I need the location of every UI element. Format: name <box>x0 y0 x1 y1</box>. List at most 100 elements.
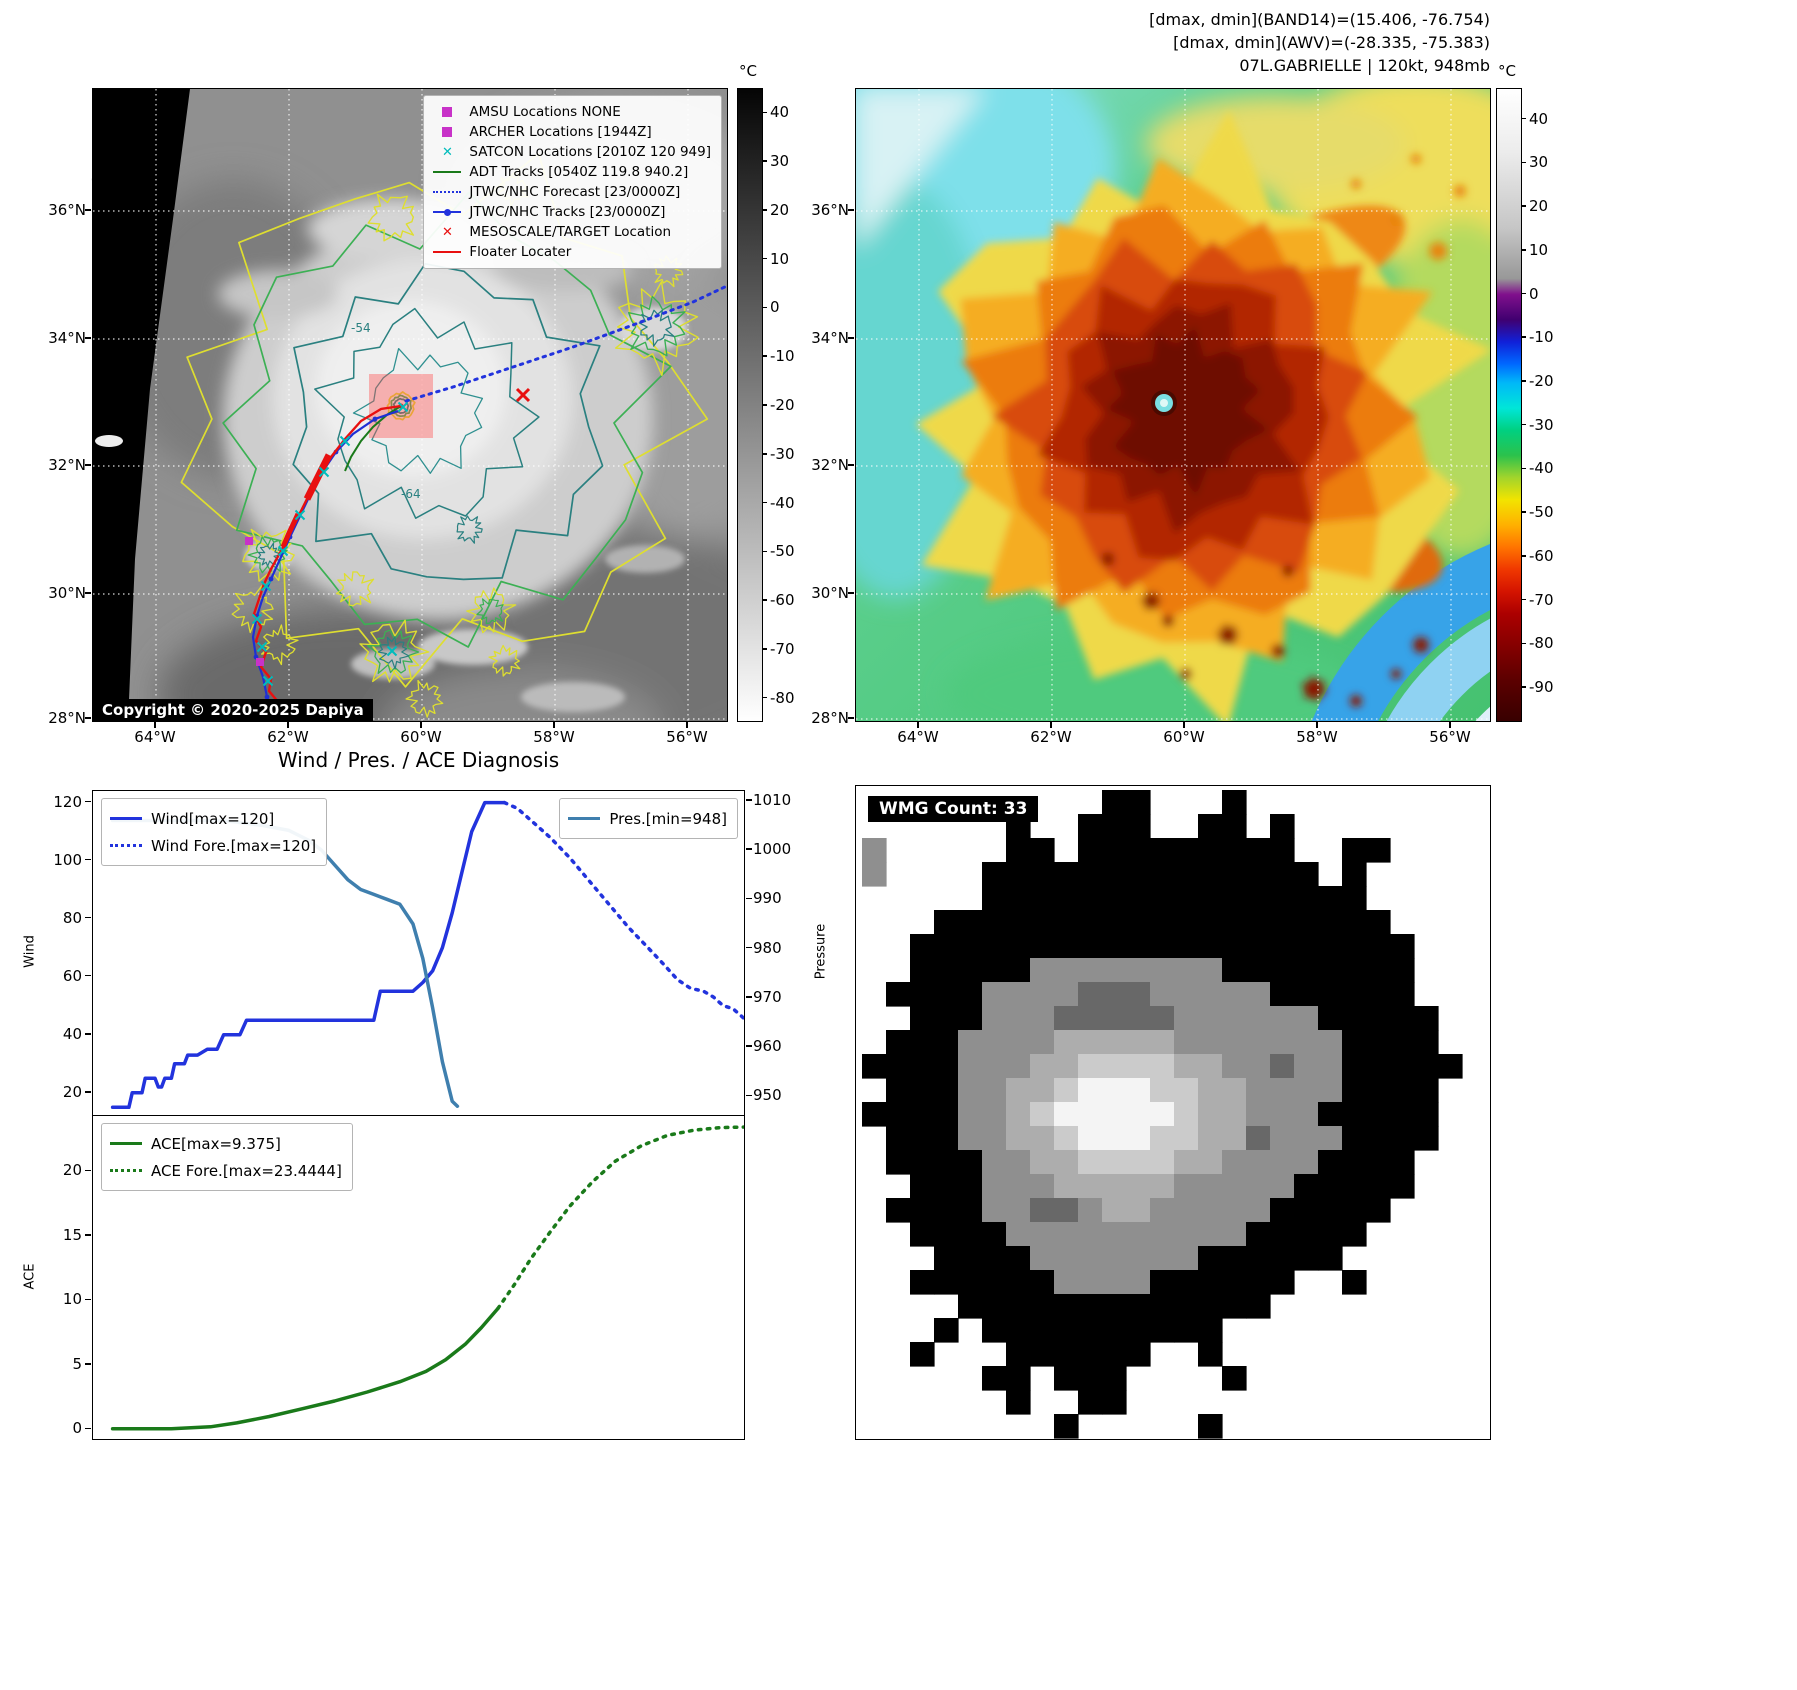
wind-axis-label: Wind <box>22 935 38 968</box>
awv-lat-tickmark <box>848 592 854 594</box>
map-legend: AMSU Locations NONE ARCHER Locations [194… <box>423 95 722 269</box>
awv-colorbar-tickmark <box>1521 598 1526 601</box>
y-tickmark <box>85 1427 91 1430</box>
y-tick-right-label: 1000 <box>753 840 792 859</box>
ace-plot <box>110 1125 744 1431</box>
awv-lon-tick-label: 56°W <box>1429 728 1471 746</box>
goes-lat-tick-label: 36°N <box>48 201 86 219</box>
y-tick-right-label: 980 <box>753 938 782 957</box>
y-tickmark <box>85 1298 91 1301</box>
goes-colorbar-tick-label: 20 <box>770 200 790 219</box>
legend-item-label: ACE[max=9.375] <box>151 1134 281 1153</box>
goes-colorbar-tickmark <box>762 306 767 309</box>
goes-colorbar-tick-label: -20 <box>770 396 795 414</box>
legend-item-label: JTWC/NHC Tracks [23/0000Z] <box>469 204 666 220</box>
awv-header: [dmax, dmin](BAND14)=(15.406, -76.754) [… <box>1149 8 1490 77</box>
awv-colorbar-tick-label: 30 <box>1529 153 1549 172</box>
goes-lat-tick-label: 34°N <box>48 329 86 347</box>
awv-lon-tick-label: 58°W <box>1296 728 1338 746</box>
goes-lat-tickmark <box>85 717 91 719</box>
awv-lon-tickmark <box>917 722 919 728</box>
goes-lat-tick-label: 28°N <box>48 709 86 727</box>
y-tick-right-label: 950 <box>753 1086 782 1105</box>
y-tickmark <box>746 996 752 998</box>
goes-colorbar-tick-label: 30 <box>770 152 790 171</box>
series-ACE[max=9.375] <box>110 1306 500 1431</box>
goes-lon-tickmark <box>420 722 422 728</box>
awv-colorbar-tickmark <box>1521 642 1526 645</box>
goes-colorbar-tickmark <box>762 355 767 357</box>
awv-colorbar-tick-label: -70 <box>1529 590 1554 609</box>
awv-lat-tickmark <box>848 337 854 339</box>
series-Wind Fore.[max=120] <box>502 800 744 1021</box>
goes-lat-tickmark <box>85 209 91 211</box>
y-tick-left-label: 100 <box>53 850 82 869</box>
pressure-line-swatch <box>568 817 601 820</box>
wind-forecast-line-swatch <box>110 844 142 847</box>
y-tick-left-label: 40 <box>62 1024 82 1043</box>
ace-chart: ACE[max=9.375] ACE Fore.[max=23.4444] <box>92 1115 745 1440</box>
legend-item-label: JTWC/NHC Forecast [23/0000Z] <box>469 184 681 200</box>
awv-colorbar-tick-label: -20 <box>1529 371 1554 390</box>
goes-colorbar-tickmark <box>762 453 767 455</box>
wmg-pixel-image <box>862 790 1463 1439</box>
diagnosis-title: Wind / Pres. / ACE Diagnosis <box>277 748 560 772</box>
goes-colorbar-tick-label: 0 <box>770 298 780 317</box>
awv-colorbar-tickmark <box>1521 117 1526 120</box>
y-tickmark <box>85 1363 91 1365</box>
goes-lon-tickmark <box>287 722 289 728</box>
awv-colorbar-tickmark <box>1521 555 1526 557</box>
legend-item-label: Pres.[min=948] <box>609 809 727 828</box>
awv-colorbar-tick-label: 10 <box>1529 240 1549 259</box>
awv-lon-tick-label: 62°W <box>1030 728 1072 746</box>
goes-colorbar-tick-label: -70 <box>770 639 795 658</box>
awv-colorbar-tickmark <box>1521 336 1526 338</box>
y-tick-left-label: 10 <box>62 1290 82 1309</box>
goes-colorbar <box>737 88 763 722</box>
awv-colorbar-tickmark <box>1521 249 1526 251</box>
legend-item-label: SATCON Locations [2010Z 120 949] <box>469 144 711 160</box>
awv-lat-tick-label: 28°N <box>811 709 849 727</box>
legend-item: ✕ MESOSCALE/TARGET Location <box>432 222 711 242</box>
goes-colorbar-tick-label: -60 <box>770 591 795 610</box>
legend-item-label: Floater Locater <box>469 244 572 260</box>
awv-colorbar-tick-label: 40 <box>1529 109 1549 128</box>
legend-item: JTWC/NHC Forecast [23/0000Z] <box>432 182 711 202</box>
ace-forecast-line-swatch <box>110 1169 142 1172</box>
y-tick-left-label: 15 <box>62 1225 82 1244</box>
awv-color-map <box>855 88 1491 722</box>
awv-colorbar-tickmark <box>1521 423 1526 426</box>
legend-item: ✕ SATCON Locations [2010Z 120 949] <box>432 142 711 162</box>
awv-colorbar-tick-label: 20 <box>1529 197 1549 216</box>
line-marker-icon <box>432 171 462 173</box>
awv-colorbar-tickmark <box>1521 467 1526 470</box>
goes-colorbar-tickmark <box>762 160 767 162</box>
goes-colorbar-unit: °C <box>739 62 757 80</box>
goes-lat-tickmark <box>85 464 91 466</box>
legend-item-label: ADT Tracks [0540Z 119.8 940.2] <box>469 164 689 180</box>
goes-colorbar-tickmark <box>762 404 767 406</box>
awv-colorbar-tickmark <box>1521 511 1526 513</box>
y-tick-right-label: 960 <box>753 1037 782 1056</box>
square-marker-icon <box>432 127 462 137</box>
y-tickmark <box>746 1045 752 1047</box>
goes-lon-tick-label: 58°W <box>533 728 575 746</box>
goes-colorbar-tick-label: -80 <box>770 688 795 707</box>
goes-lat-tickmark <box>85 592 91 594</box>
goes-lat-tick-label: 32°N <box>48 456 86 474</box>
y-tickmark <box>85 1234 91 1236</box>
goes-ir-map: AMSU Locations NONE ARCHER Locations [194… <box>92 88 728 722</box>
awv-colorbar-tickmark <box>1521 380 1526 382</box>
goes-colorbar-tickmark <box>762 209 767 211</box>
legend-item: AMSU Locations NONE <box>432 102 711 122</box>
goes-lon-tickmark <box>686 722 688 728</box>
wind-line-swatch <box>110 817 142 820</box>
y-tick-left-label: 120 <box>53 792 82 811</box>
legend-item: Floater Locater <box>432 242 711 262</box>
awv-colorbar-tickmark <box>1521 161 1526 164</box>
legend-item-label: AMSU Locations NONE <box>469 104 621 120</box>
goes-colorbar-tick-label: -30 <box>770 444 795 463</box>
y-tick-right-label: 1010 <box>753 790 792 809</box>
awv-lat-tickmark <box>848 209 854 211</box>
awv-lat-tickmark <box>848 464 854 466</box>
